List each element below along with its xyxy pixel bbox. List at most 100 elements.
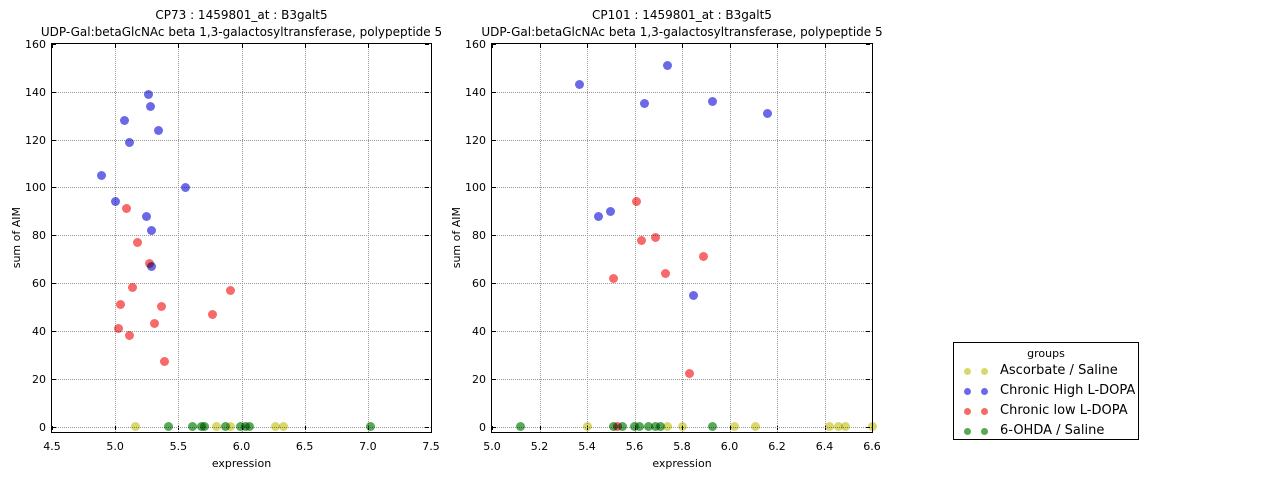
y-tick-label: 100 (25, 181, 46, 195)
y-tick-label: 140 (465, 85, 486, 99)
data-point (639, 99, 649, 109)
data-point (187, 422, 197, 431)
y-tick-label: 0 (479, 420, 486, 434)
data-point (644, 422, 654, 431)
legend-row-chronic-low-ldopa: Chronic low L-DOPA (954, 401, 1138, 421)
y-gridline (492, 139, 872, 141)
y-tick (492, 330, 496, 332)
data-point (149, 319, 159, 329)
legend-label: Ascorbate / Saline (1000, 363, 1118, 378)
ascorbate-saline-marker-icon (981, 368, 988, 375)
data-point (128, 283, 138, 293)
y-tick (52, 426, 56, 428)
x-gridline (367, 44, 369, 432)
chronic-high-ldopa-marker-icon (981, 388, 988, 395)
data-point (660, 269, 670, 278)
data-point (211, 422, 221, 431)
x-tick (492, 426, 493, 430)
data-point (244, 422, 254, 431)
y-tick-label: 120 (465, 133, 486, 147)
x-tick (52, 44, 53, 48)
y-tick (425, 378, 429, 380)
x-tick (777, 426, 778, 430)
plot-cp101-xlabel: expression (652, 457, 712, 470)
plot-cp101: CP101 : 1459801_at : B3galt5 UDP-Gal:bet… (450, 8, 883, 470)
x-tick-label: 7.5 (422, 440, 440, 453)
y-tick (492, 426, 496, 428)
data-point (632, 197, 642, 207)
y-tick (425, 235, 429, 237)
data-point (729, 422, 739, 431)
x-tick (872, 44, 873, 48)
data-point (867, 422, 877, 431)
x-gridline (115, 44, 117, 432)
legend-label: Chronic low L-DOPA (1000, 403, 1128, 418)
y-gridline (492, 330, 872, 332)
y-tick (52, 330, 56, 332)
x-tick (431, 44, 432, 48)
y-tick (425, 283, 429, 285)
y-tick (866, 235, 870, 237)
data-point (143, 89, 153, 99)
y-tick-label: 160 (465, 38, 486, 51)
x-tick-label: 5.0 (106, 440, 124, 453)
data-point (708, 96, 718, 106)
x-tick (729, 44, 731, 48)
y-gridline (492, 235, 872, 237)
data-point (200, 422, 210, 431)
y-gridline (52, 283, 431, 285)
y-tick (492, 91, 496, 93)
legend-row-ascorbate-saline: Ascorbate / Saline (954, 361, 1138, 381)
data-point (153, 125, 163, 135)
x-gridline (539, 44, 541, 432)
data-point (207, 309, 217, 319)
data-point (144, 259, 154, 269)
y-tick (492, 187, 496, 189)
x-tick-label: 6.5 (295, 440, 314, 453)
x-gridline (178, 44, 180, 432)
y-tick (52, 378, 56, 380)
data-point (110, 197, 120, 207)
data-point (698, 252, 708, 262)
x-gridline (729, 44, 731, 432)
y-tick (425, 187, 429, 189)
x-tick (539, 426, 541, 430)
x-gridline (241, 44, 243, 432)
x-tick (304, 44, 306, 48)
x-tick (634, 44, 636, 48)
y-tick (492, 235, 496, 237)
x-tick (304, 426, 306, 430)
y-tick-label: 40 (32, 324, 46, 338)
x-gridline (777, 44, 778, 432)
x-tick-label: 6.0 (720, 440, 739, 453)
legend: groups Ascorbate / Saline Chronic High L… (953, 342, 1139, 440)
x-tick-label: 6.0 (232, 440, 251, 453)
data-point (114, 323, 124, 333)
data-point (278, 422, 288, 431)
data-point (763, 108, 772, 118)
data-point (630, 422, 639, 431)
legend-title: groups (1027, 347, 1065, 360)
y-tick-label: 40 (472, 324, 486, 338)
data-point (834, 422, 844, 431)
y-tick-label: 160 (25, 38, 46, 51)
data-point (142, 211, 152, 221)
data-point (684, 369, 694, 379)
y-tick (866, 283, 870, 285)
y-tick (492, 378, 496, 380)
data-point (606, 206, 616, 216)
x-tick-label: 5.8 (673, 440, 691, 453)
legend-label: Chronic High L-DOPA (1000, 383, 1136, 398)
y-tick (866, 44, 870, 45)
y-tick-label: 0 (39, 420, 46, 434)
plot-cp73-subtitle: UDP-Gal:betaGlcNAc beta 1,3-galactosyltr… (40, 25, 443, 39)
data-point (130, 422, 140, 431)
plot-cp73: CP73 : 1459801_at : B3galt5 UDP-Gal:beta… (10, 8, 443, 470)
y-tick (425, 91, 429, 93)
y-tick (52, 187, 56, 189)
x-tick (587, 44, 588, 48)
x-tick (115, 44, 117, 48)
x-tick (777, 44, 778, 48)
chronic-high-ldopa-marker-icon (964, 388, 971, 395)
